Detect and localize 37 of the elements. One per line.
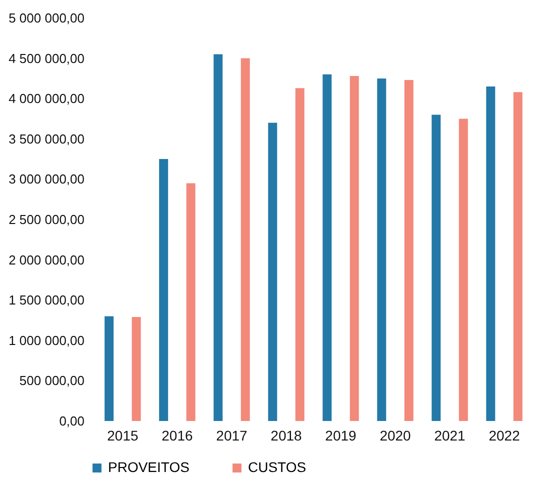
bar xyxy=(104,316,114,421)
y-tick-label: 2 000 000,00 xyxy=(8,252,84,268)
legend-label: CUSTOS xyxy=(248,459,306,475)
y-tick-label: 500 000,00 xyxy=(19,373,84,388)
bar xyxy=(486,86,496,421)
y-tick-label: 3 500 000,00 xyxy=(8,131,84,146)
bar xyxy=(240,58,250,421)
bar xyxy=(322,74,332,421)
bar xyxy=(458,118,468,421)
x-tick-label: 2016 xyxy=(162,428,193,444)
bar xyxy=(186,183,196,421)
y-tick-label: 1 000 000,00 xyxy=(8,332,84,348)
bar xyxy=(268,122,278,421)
bar xyxy=(350,76,359,421)
y-tick-label: 2 500 000,00 xyxy=(8,212,84,227)
bar xyxy=(295,88,304,421)
y-tick-label: 4 500 000,00 xyxy=(8,50,84,66)
x-tick-label: 2020 xyxy=(380,428,412,444)
bar xyxy=(132,317,141,421)
x-tick-label: 2017 xyxy=(216,428,248,444)
x-tick-label: 2021 xyxy=(434,428,466,444)
y-tick-label: 4 000 000,00 xyxy=(8,91,84,106)
x-tick-label: 2019 xyxy=(325,428,357,444)
bar xyxy=(214,54,223,421)
bar xyxy=(513,92,522,421)
x-tick-label: 2015 xyxy=(107,428,138,444)
x-tick-label: 2018 xyxy=(270,428,302,444)
x-tick-label: 2022 xyxy=(488,428,520,444)
y-tick-label: 3 000 000,00 xyxy=(8,172,84,187)
bar xyxy=(159,159,168,421)
bar xyxy=(404,80,414,421)
y-tick-label: 0,00 xyxy=(59,414,84,428)
bar xyxy=(377,78,386,421)
y-tick-label: 5 000 000,00 xyxy=(8,10,84,26)
y-tick-label: 1 500 000,00 xyxy=(8,292,84,308)
bar xyxy=(432,114,441,421)
legend-label: PROVEITOS xyxy=(108,459,190,475)
